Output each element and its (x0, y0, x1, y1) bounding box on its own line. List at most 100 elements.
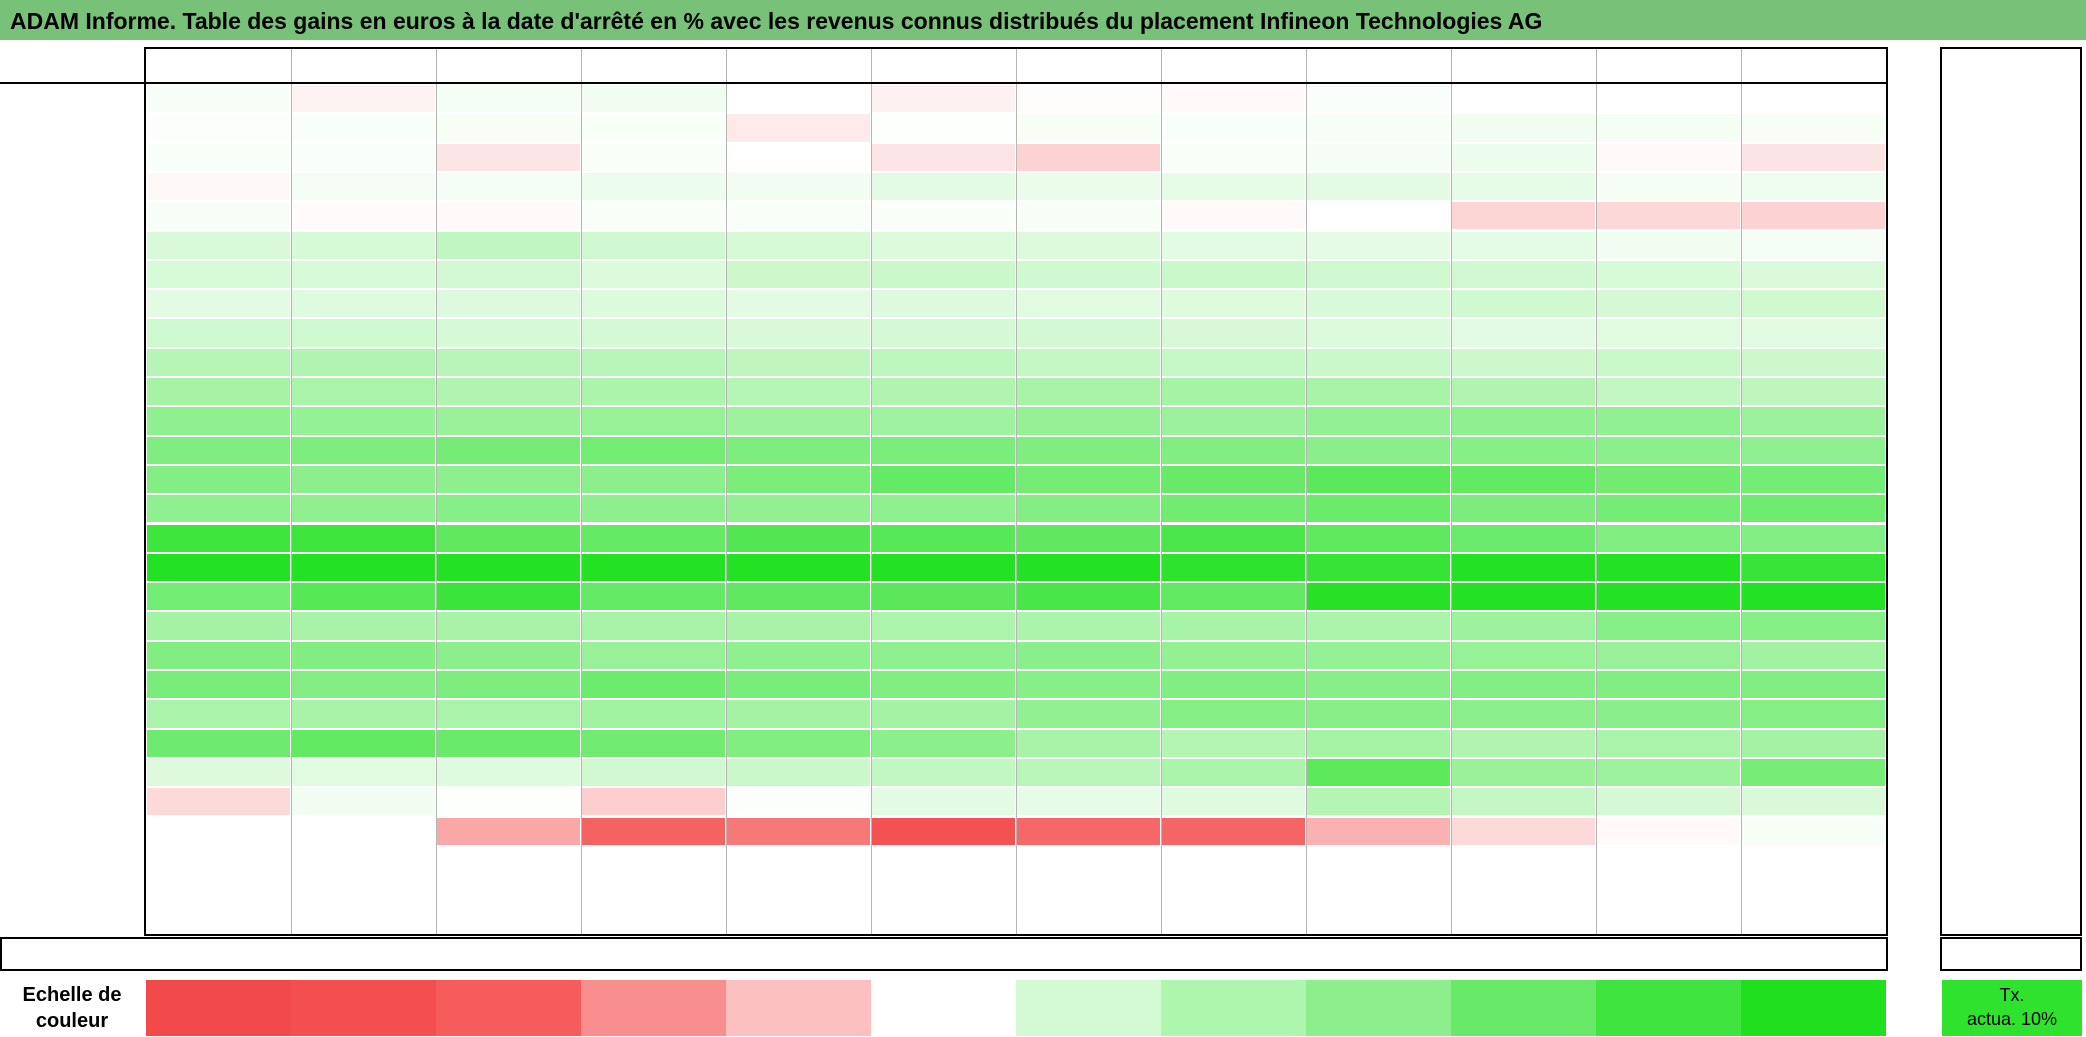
table-cell (1307, 612, 1450, 640)
table-cell (1162, 729, 1305, 757)
table-cell (1017, 202, 1160, 230)
rate-cell (1942, 670, 2082, 699)
table-cell (872, 436, 1015, 464)
table-cell (727, 114, 870, 142)
table-cell (1307, 729, 1450, 757)
table-cell (1307, 788, 1450, 816)
table-cell (1017, 231, 1160, 259)
year-label (0, 758, 144, 787)
table-cell (292, 905, 435, 933)
table-cell (1017, 436, 1160, 464)
table-cell (437, 524, 580, 552)
table-cell (1017, 788, 1160, 816)
table-cell (872, 729, 1015, 757)
table-cell (582, 143, 725, 171)
table-cell (1742, 143, 1885, 171)
table-cell (1162, 524, 1305, 552)
year-label (0, 817, 144, 846)
rate-cell (1942, 524, 2082, 553)
color-scale-swatch (726, 980, 871, 1036)
table-cell (1307, 172, 1450, 201)
month-header (146, 49, 291, 83)
table-cell (1017, 524, 1160, 552)
table-cell (1597, 260, 1740, 289)
footer-value (726, 937, 871, 971)
table-cell (1162, 407, 1305, 435)
month-header (581, 49, 726, 83)
table-cell (1597, 436, 1740, 464)
year-label (0, 611, 144, 640)
table-cell (582, 583, 725, 611)
table-cell (1307, 524, 1450, 552)
rate-cell (1942, 904, 2082, 933)
table-cell (1452, 553, 1595, 582)
color-scale-swatch (1016, 980, 1161, 1036)
scale-rate-line: actua. 10% (1966, 1009, 2058, 1029)
year-label (0, 787, 144, 816)
scale-label: Echelle de couleur (0, 980, 144, 1036)
table-cell (582, 172, 725, 201)
month-header (871, 49, 1016, 83)
table-cell (1017, 85, 1160, 113)
table-cell (292, 495, 435, 523)
footer-value (291, 937, 436, 971)
table-cell (727, 758, 870, 787)
table-cell (1452, 465, 1595, 494)
table-cell (437, 495, 580, 523)
table-cell (1452, 758, 1595, 787)
scale-rate-line: Tx. (1999, 985, 2025, 1005)
table-cell (292, 378, 435, 406)
table-cell (1597, 378, 1740, 406)
table-cell (147, 407, 290, 435)
table-cell (582, 846, 725, 875)
table-cell (1452, 85, 1595, 113)
table-cell (582, 524, 725, 552)
table-cell (872, 876, 1015, 904)
table-cell (582, 612, 725, 640)
year-label (0, 641, 144, 670)
table-cell (1307, 817, 1450, 845)
table-cell (1597, 231, 1740, 259)
table-cell (292, 114, 435, 142)
table-cell (1597, 700, 1740, 728)
footer-value (436, 937, 581, 971)
color-scale-swatch (436, 980, 581, 1036)
table-cell (1452, 436, 1595, 464)
color-scale-swatch (1596, 980, 1741, 1036)
table-cell (727, 641, 870, 669)
table-cell (1452, 671, 1595, 699)
table-cell (1162, 202, 1305, 230)
table-cell (1597, 612, 1740, 640)
year-label (0, 377, 144, 406)
table-cell (147, 231, 290, 259)
table-cell (1162, 700, 1305, 728)
footer-value (1596, 937, 1741, 971)
table-cell (1162, 495, 1305, 523)
table-cell (437, 553, 580, 582)
column-separator (726, 49, 727, 934)
color-scale-swatch (146, 980, 291, 1036)
table-cell (582, 641, 725, 669)
table-cell (437, 671, 580, 699)
table-cell (1162, 348, 1305, 376)
rate-cell (1942, 553, 2082, 582)
table-cell (1017, 348, 1160, 376)
table-cell (1742, 641, 1885, 669)
table-cell (582, 231, 725, 259)
column-separator (871, 49, 872, 934)
table-cell (727, 407, 870, 435)
footer-value (1161, 937, 1306, 971)
footer-value (1451, 937, 1596, 971)
table-cell (872, 260, 1015, 289)
table-cell (1162, 85, 1305, 113)
month-header (1306, 49, 1451, 83)
table-cell (727, 85, 870, 113)
table-cell (1597, 114, 1740, 142)
table-cell (292, 436, 435, 464)
year-label (0, 582, 144, 611)
table-cell (292, 290, 435, 318)
color-scale-swatch (1741, 980, 1886, 1036)
table-cell (1307, 407, 1450, 435)
table-cell (1742, 671, 1885, 699)
rate-cell (1942, 846, 2082, 875)
